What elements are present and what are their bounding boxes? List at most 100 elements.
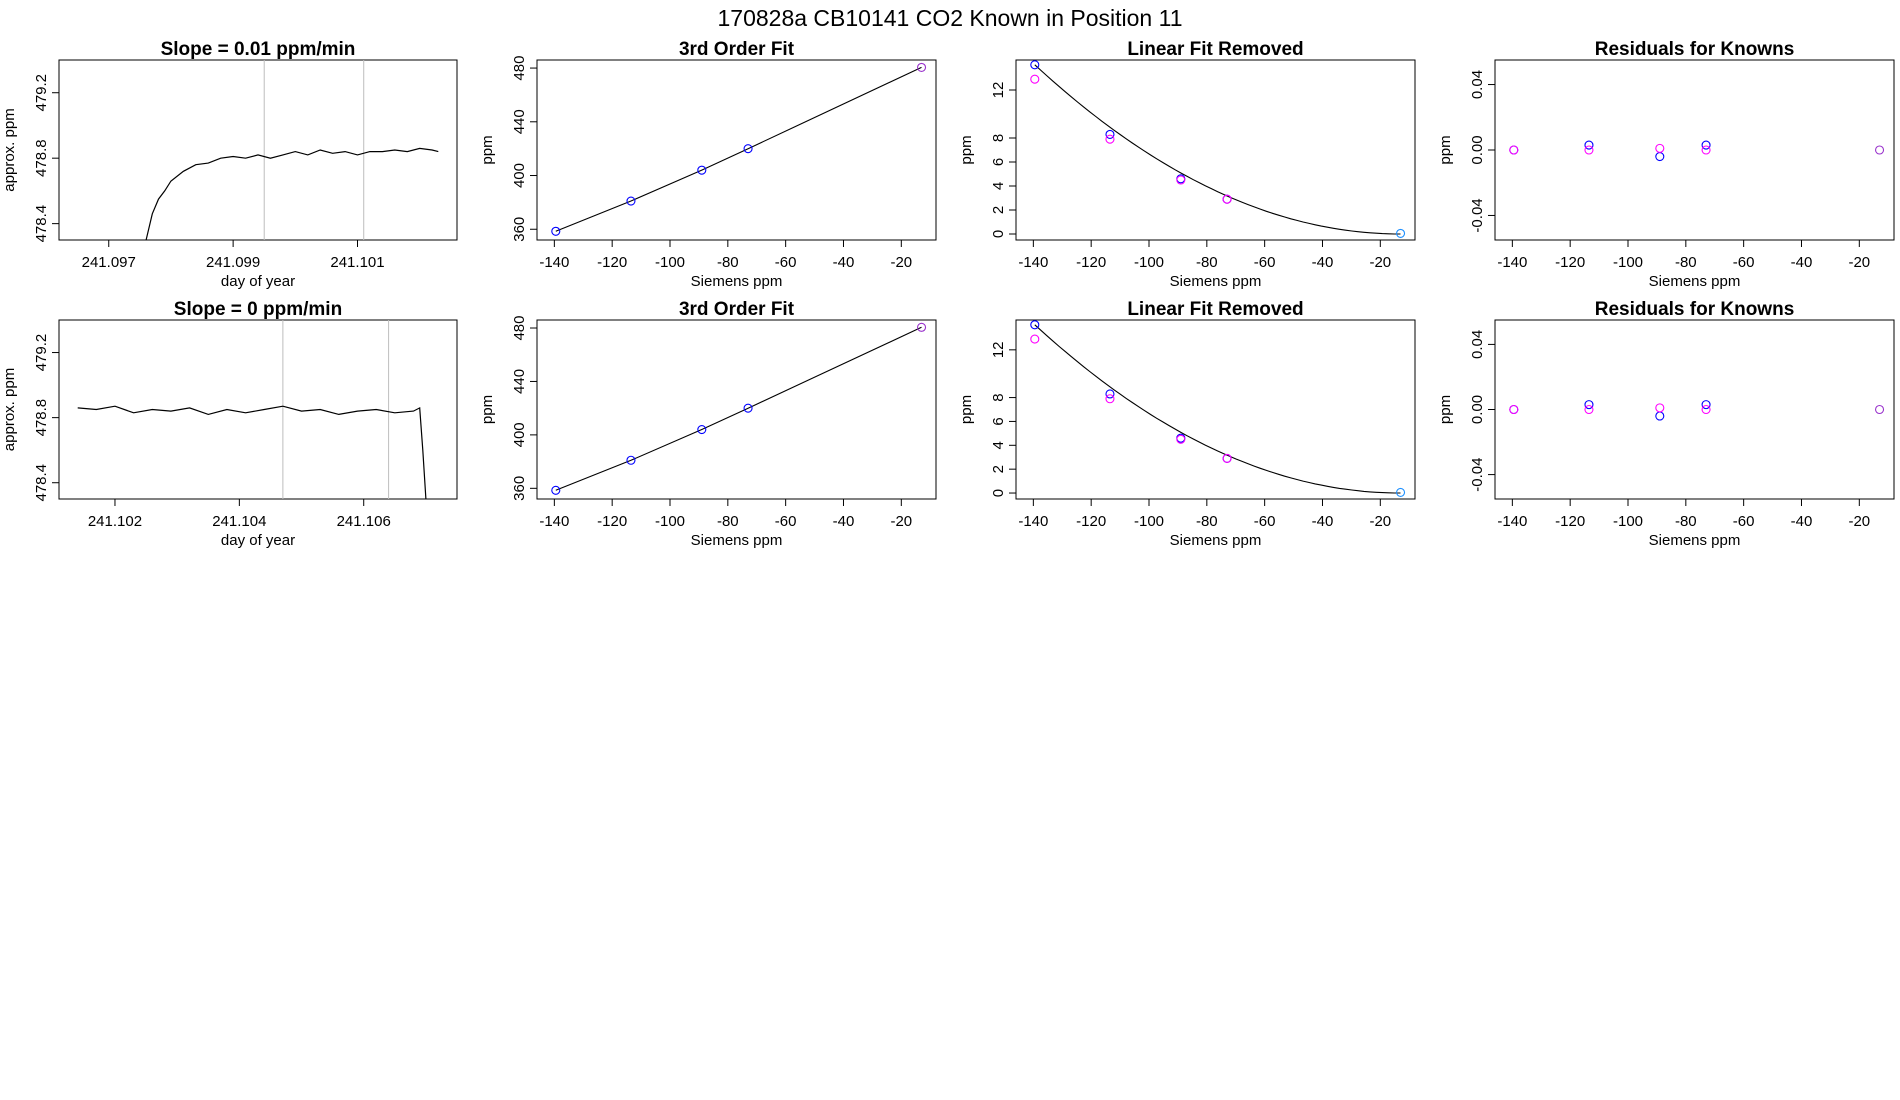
data-point	[1701, 400, 1711, 410]
data-layer	[1030, 60, 1406, 238]
y-tick-label: 478.8	[33, 139, 50, 177]
x-tick-label: -60	[1254, 513, 1276, 530]
x-axis-label: Siemens ppm	[691, 273, 783, 290]
y-tick-label: -0.04	[1469, 457, 1486, 491]
data-point	[1105, 129, 1115, 139]
x-tick-label: -60	[775, 254, 797, 271]
x-tick-label: -40	[833, 254, 855, 271]
x-axis-label: Siemens ppm	[1649, 532, 1741, 549]
data-point	[1584, 404, 1594, 415]
plot-frame	[58, 59, 458, 241]
panels-group: Slope = 0.01 ppm/min 241.097 241.099 241.10…	[1, 39, 1895, 549]
x-axis-label: Siemens ppm	[691, 532, 783, 549]
x-tick-label: -60	[1733, 513, 1755, 530]
panel-title: 3rd Order Fit	[679, 39, 795, 60]
data-point	[1030, 320, 1040, 330]
data-layer	[551, 62, 927, 236]
panel-3: Linear Fit Removed -140 -120 -100 -80 -60 -40 -…	[958, 39, 1416, 290]
data-layer	[1509, 140, 1885, 162]
data-point	[1030, 334, 1040, 344]
x-axis-label: Siemens ppm	[1649, 273, 1741, 290]
data-point	[1509, 404, 1519, 415]
fit-curve	[1034, 64, 1401, 235]
x-tick-label: -100	[1134, 513, 1164, 530]
x-tick-label: -20	[890, 254, 912, 271]
data-point	[1874, 145, 1885, 155]
data-point	[1030, 74, 1040, 84]
x-tick-label: -140	[1497, 513, 1527, 530]
y-tick-label: 480	[511, 315, 528, 340]
data-layer	[1509, 400, 1885, 421]
plot-frame	[1015, 59, 1416, 241]
y-tick-label: -0.04	[1469, 198, 1486, 232]
y-tick-label: 0.04	[1469, 330, 1486, 359]
plot-frame	[1015, 319, 1416, 500]
data-point	[1030, 60, 1040, 70]
data-point	[1176, 434, 1186, 444]
data-point	[551, 485, 561, 495]
x-tick-label: 241.106	[337, 513, 391, 530]
y-axis-label: ppm	[958, 135, 975, 164]
x-axis-label: day of year	[221, 532, 295, 549]
series-line	[77, 405, 427, 499]
y-tick-label: 478.4	[33, 205, 50, 243]
plot-frame	[1494, 59, 1895, 241]
data-layer	[145, 60, 439, 240]
data-point	[1395, 228, 1406, 238]
y-tick-label: 6	[990, 158, 1007, 166]
x-axis-label: day of year	[221, 273, 295, 290]
x-tick-label: -20	[1848, 254, 1870, 271]
x-tick-label: -120	[1555, 254, 1585, 271]
data-point	[697, 165, 707, 175]
y-tick-label: 478.4	[33, 464, 50, 502]
data-point	[1509, 145, 1519, 155]
y-tick-label: 12	[990, 341, 1007, 358]
fit-line	[555, 326, 922, 491]
y-tick-label: 4	[990, 441, 1007, 449]
fit-curve	[1034, 324, 1401, 494]
plot-frame	[1494, 319, 1895, 500]
y-tick-label: 400	[511, 422, 528, 447]
data-point	[1584, 400, 1594, 410]
y-tick-label: 360	[511, 217, 528, 242]
panel-4: Residuals for Knowns -140 -120 -100 -80 -60 -4…	[1437, 39, 1895, 290]
y-tick-label: 0.04	[1469, 70, 1486, 99]
x-tick-label: -120	[1076, 254, 1106, 271]
x-tick-label: -100	[1613, 513, 1643, 530]
y-tick-label: 2	[990, 465, 1007, 473]
y-tick-label: 0.00	[1469, 395, 1486, 424]
y-tick-label: 0	[990, 230, 1007, 238]
data-point	[1222, 453, 1232, 463]
panel-title: Residuals for Knowns	[1595, 39, 1795, 60]
x-tick-label: -80	[717, 513, 739, 530]
x-tick-label: -100	[655, 254, 685, 271]
data-point	[697, 424, 707, 435]
data-point	[1584, 145, 1594, 155]
panel-title: 3rd Order Fit	[679, 299, 795, 320]
y-tick-label: 0.00	[1469, 135, 1486, 164]
x-tick-label: -60	[775, 513, 797, 530]
x-tick-label: 241.104	[212, 513, 266, 530]
data-point	[626, 196, 636, 206]
y-tick-label: 8	[990, 393, 1007, 401]
x-tick-label: -100	[1613, 254, 1643, 271]
x-tick-label: -40	[1791, 254, 1813, 271]
x-tick-label: -20	[1369, 513, 1391, 530]
x-tick-label: 241.101	[330, 254, 384, 271]
x-tick-label: -120	[597, 513, 627, 530]
y-tick-label: 360	[511, 476, 528, 501]
x-tick-label: 241.099	[206, 254, 260, 271]
data-point	[1874, 404, 1885, 415]
x-tick-label: -40	[833, 513, 855, 530]
x-tick-label: -120	[1555, 513, 1585, 530]
x-tick-label: -80	[717, 254, 739, 271]
x-tick-label: -40	[1312, 254, 1334, 271]
y-tick-label: 400	[511, 163, 528, 188]
x-tick-label: -20	[1369, 254, 1391, 271]
x-tick-label: -20	[1848, 513, 1870, 530]
x-tick-label: -140	[1018, 513, 1048, 530]
data-layer	[551, 322, 927, 495]
x-tick-label: -120	[1076, 513, 1106, 530]
data-point	[551, 226, 561, 236]
y-axis-label: ppm	[479, 135, 496, 164]
